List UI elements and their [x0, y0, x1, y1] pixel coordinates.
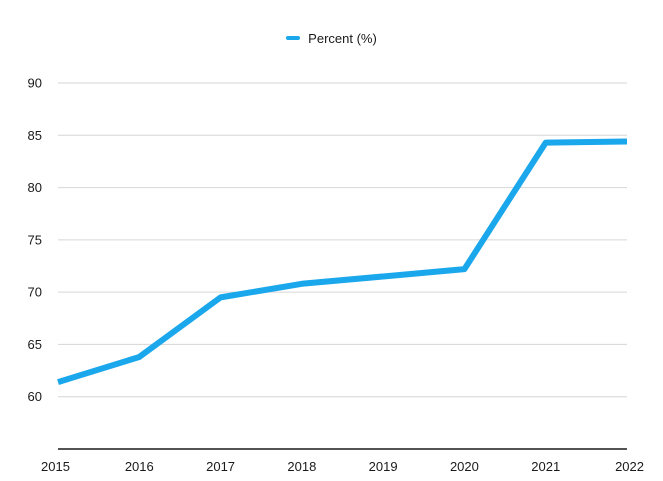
x-tick-label: 2015	[41, 459, 70, 474]
y-tick-label: 75	[28, 232, 42, 247]
series-layer	[57, 138, 628, 385]
x-tick-label: 2018	[287, 459, 316, 474]
x-tick-label: 2019	[369, 459, 398, 474]
x-tick-label: 2017	[206, 459, 235, 474]
gridlines	[58, 82, 627, 398]
y-tick-label: 80	[28, 180, 42, 195]
y-tick-label: 90	[28, 76, 42, 91]
y-tick-label: 65	[28, 337, 42, 352]
x-tick-label: 2016	[125, 459, 154, 474]
legend-label: Percent (%)	[308, 30, 377, 46]
chart-legend: Percent (%)	[0, 26, 663, 50]
x-axis-tick-labels: 2015 2016 2017 2018 2019 2020 2021 2022	[41, 459, 644, 474]
x-tick-label: 2021	[531, 459, 560, 474]
x-tick-label: 2020	[450, 459, 479, 474]
x-tick-label: 2022	[615, 459, 644, 474]
y-tick-label: 60	[28, 389, 42, 404]
y-tick-label: 70	[28, 285, 42, 300]
y-tick-label: 85	[28, 128, 42, 143]
legend-swatch	[286, 36, 301, 40]
series-line-0	[57, 138, 628, 385]
y-axis-tick-labels: 60 65 70 75 80 85 90	[28, 76, 42, 405]
